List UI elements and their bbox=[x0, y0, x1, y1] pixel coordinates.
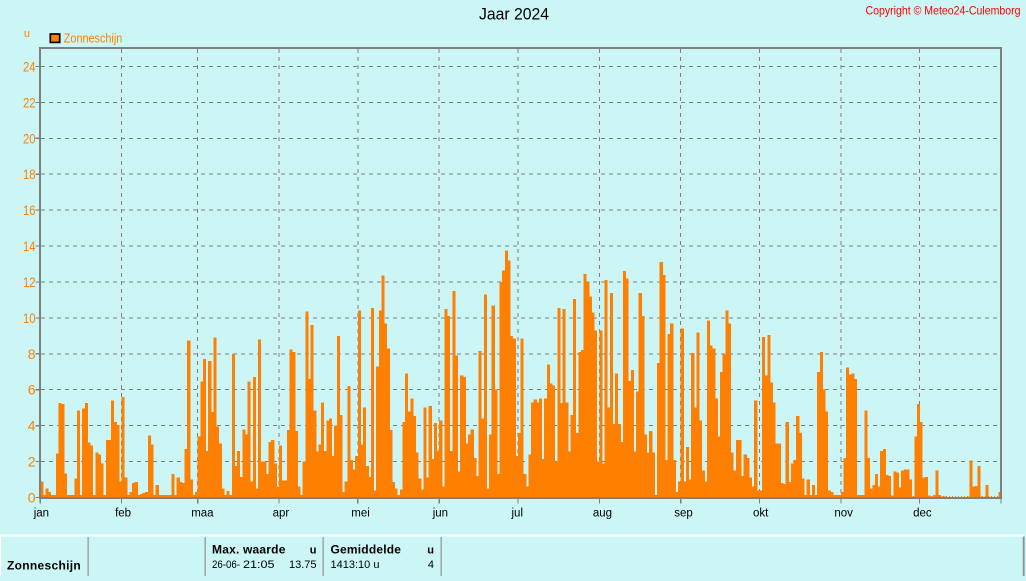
svg-text:16: 16 bbox=[23, 202, 36, 218]
svg-text:aug: aug bbox=[593, 508, 612, 520]
svg-text:8: 8 bbox=[28, 346, 36, 362]
svg-text:20: 20 bbox=[23, 130, 36, 146]
svg-text:Gemiddelde: Gemiddelde bbox=[331, 543, 402, 557]
svg-text:okt: okt bbox=[753, 508, 769, 520]
svg-text:jan: jan bbox=[33, 508, 49, 520]
svg-text:12: 12 bbox=[23, 274, 36, 290]
svg-text:6: 6 bbox=[28, 382, 36, 398]
svg-text:dec: dec bbox=[913, 508, 932, 520]
svg-text:Zonneschijn: Zonneschijn bbox=[64, 30, 123, 45]
svg-text:4: 4 bbox=[428, 559, 434, 571]
svg-text:Max. waarde: Max. waarde bbox=[212, 543, 286, 557]
svg-text:Zonneschijn: Zonneschijn bbox=[7, 559, 81, 573]
svg-text:4: 4 bbox=[28, 418, 36, 434]
svg-text:14: 14 bbox=[23, 238, 36, 254]
svg-text:u: u bbox=[427, 545, 434, 557]
svg-text:mei: mei bbox=[351, 508, 370, 520]
svg-text:nov: nov bbox=[834, 508, 853, 520]
svg-text:13.75: 13.75 bbox=[289, 559, 317, 571]
svg-text:feb: feb bbox=[115, 508, 131, 520]
svg-text:sep: sep bbox=[674, 508, 693, 520]
svg-text:10: 10 bbox=[23, 310, 36, 326]
svg-text:18: 18 bbox=[23, 166, 36, 182]
svg-text:u: u bbox=[24, 28, 30, 40]
svg-text:1413:10 u: 1413:10 u bbox=[331, 559, 380, 571]
svg-text:22: 22 bbox=[23, 94, 36, 110]
svg-text:26-06-: 26-06- bbox=[212, 559, 240, 571]
svg-text:2: 2 bbox=[28, 454, 36, 470]
svg-text:0: 0 bbox=[28, 490, 36, 506]
svg-text:Jaar 2024: Jaar 2024 bbox=[479, 6, 549, 24]
svg-text:jun: jun bbox=[432, 508, 448, 520]
svg-text:u: u bbox=[310, 545, 317, 557]
svg-text:jul: jul bbox=[511, 508, 524, 520]
svg-text:apr: apr bbox=[273, 508, 290, 520]
svg-text:maa: maa bbox=[191, 508, 214, 520]
svg-text:24: 24 bbox=[23, 59, 36, 75]
svg-text:21:05: 21:05 bbox=[243, 559, 275, 571]
svg-text:Copyright © Meteo24-Culemborg: Copyright © Meteo24-Culemborg bbox=[866, 4, 1021, 18]
